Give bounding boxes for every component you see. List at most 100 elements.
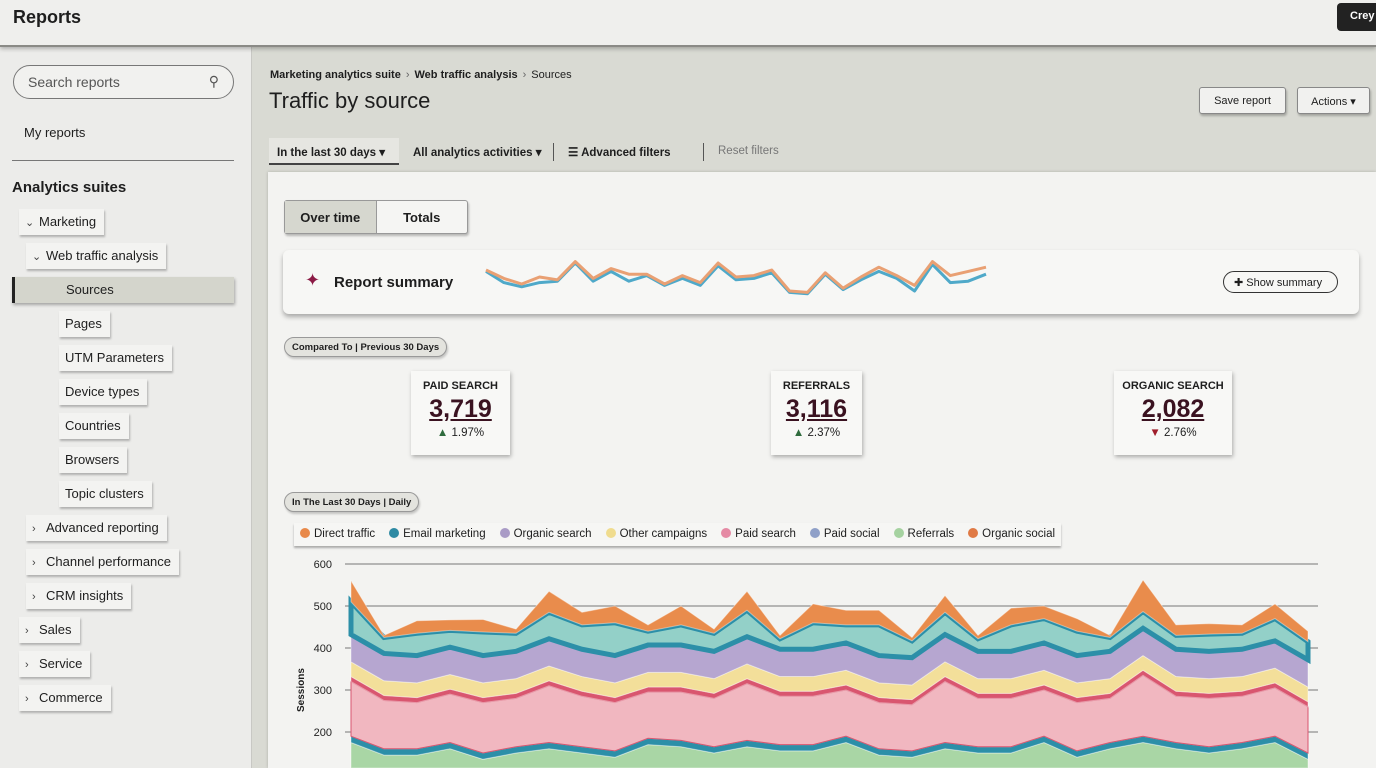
- report-summary-title: Report summary: [334, 274, 454, 291]
- user-menu-button[interactable]: Crey: [1337, 3, 1376, 31]
- legend-label: Direct traffic: [314, 528, 376, 540]
- kpi-change-value: 2.37%: [807, 427, 841, 439]
- arrow-up-icon: ▲: [792, 427, 805, 439]
- sidebar-item-sources[interactable]: Sources: [12, 277, 234, 303]
- sidebar-item-label: Channel performance: [46, 554, 172, 569]
- breadcrumb-link[interactable]: Web traffic analysis: [414, 69, 518, 81]
- legend-item[interactable]: Other campaigns: [605, 528, 708, 546]
- legend-item[interactable]: Organic search: [499, 528, 592, 546]
- sidebar-item-label: Commerce: [39, 690, 103, 705]
- my-reports-link[interactable]: My reports: [24, 125, 86, 140]
- sidebar-item-label: UTM Parameters: [65, 350, 164, 365]
- chevron-down-icon[interactable]: ⌄: [25, 217, 35, 229]
- view-toggle: Over time Totals: [284, 200, 468, 234]
- section-title: Analytics suites: [12, 179, 127, 196]
- sidebar-item-label: Web traffic analysis: [46, 248, 159, 263]
- kpi-label: REFERRALS: [782, 380, 851, 392]
- advanced-filters-button[interactable]: ☰ Advanced filters: [560, 138, 679, 165]
- sidebar-item-sales[interactable]: › Sales: [19, 617, 80, 643]
- legend-label: Paid social: [823, 528, 880, 540]
- sidebar-item-countries[interactable]: Countries: [59, 413, 129, 439]
- date-filter-dropdown[interactable]: In the last 30 days ▾: [269, 138, 399, 165]
- kpi-label: ORGANIC SEARCH: [1122, 380, 1224, 392]
- tab-over-time[interactable]: Over time: [285, 201, 377, 233]
- kpi-value[interactable]: 3,719: [429, 395, 492, 423]
- date-filter-label: In the last 30 days: [277, 147, 377, 159]
- legend-dot: [300, 528, 310, 538]
- sidebar-item-advanced-reporting[interactable]: › Advanced reporting: [26, 515, 167, 541]
- plus-icon: ✚: [1234, 277, 1244, 289]
- legend-label: Paid search: [735, 528, 796, 540]
- legend-item[interactable]: Referrals: [893, 528, 955, 546]
- legend-label: Other campaigns: [619, 528, 708, 540]
- chevron-right-icon[interactable]: ›: [32, 557, 36, 569]
- sidebar-item-label: Topic clusters: [65, 486, 144, 501]
- legend-item[interactable]: Email marketing: [389, 528, 486, 546]
- chevron-right-icon[interactable]: ›: [32, 591, 36, 603]
- sidebar-item-label: Sources: [66, 282, 114, 297]
- sidebar-item-label: Pages: [65, 316, 102, 331]
- sidebar-item-pages[interactable]: Pages: [59, 311, 110, 337]
- legend-dot: [893, 528, 904, 538]
- show-summary-button[interactable]: ✚ Show summary: [1223, 271, 1338, 293]
- sidebar-item-label: Sales: [39, 622, 72, 637]
- kpi-value[interactable]: 2,082: [1141, 395, 1205, 423]
- sidebar-item-channel-performance[interactable]: › Channel performance: [26, 549, 180, 575]
- sparkline-current: [485, 260, 987, 294]
- show-summary-label: Show summary: [1246, 277, 1323, 289]
- sidebar-item-browsers[interactable]: Browsers: [59, 447, 128, 473]
- sidebar-item-crm-insights[interactable]: › CRM insights: [26, 583, 132, 609]
- legend-dot: [389, 528, 400, 538]
- kpi-value[interactable]: 3,116: [785, 395, 848, 423]
- chevron-right-icon[interactable]: ›: [25, 625, 29, 637]
- save-report-button[interactable]: Save report: [1199, 87, 1286, 114]
- sidebar-item-label: Advanced reporting: [46, 520, 159, 535]
- sidebar-item-commerce[interactable]: › Commerce: [19, 685, 111, 711]
- sidebar-item-label: Marketing: [39, 214, 97, 229]
- actions-button[interactable]: Actions ▾: [1297, 87, 1370, 114]
- legend-item[interactable]: Paid social: [809, 528, 880, 546]
- kpi-change-value: 2.76%: [1163, 427, 1197, 439]
- search-placeholder: Search reports: [28, 74, 120, 90]
- chevron-right-icon[interactable]: ›: [32, 523, 36, 535]
- sidebar-item-web-traffic-analysis[interactable]: ⌄ Web traffic analysis: [26, 243, 167, 269]
- legend-dot: [721, 528, 732, 538]
- legend-item[interactable]: Direct traffic: [300, 528, 375, 546]
- chevron-right-icon[interactable]: ›: [25, 693, 29, 705]
- chevron-right-icon[interactable]: ›: [25, 659, 29, 671]
- search-input[interactable]: Search reports ⚲: [13, 65, 234, 99]
- summary-sparkline: [485, 260, 987, 296]
- sidebar-item-topic-clusters[interactable]: Topic clusters: [59, 481, 152, 507]
- sidebar-item-label: Device types: [65, 384, 140, 399]
- sidebar-item-marketing[interactable]: ⌄ Marketing: [19, 209, 105, 235]
- caret-down-icon: ▾: [1350, 96, 1356, 108]
- sidebar-item-utm-parameters[interactable]: UTM Parameters: [59, 345, 172, 371]
- search-icon[interactable]: ⚲: [208, 73, 219, 89]
- area-direct-traffic[interactable]: [350, 579, 1309, 643]
- legend-dot: [605, 528, 616, 538]
- kpi-change-value: 1.97%: [451, 427, 485, 439]
- divider: [703, 143, 704, 161]
- legend-item[interactable]: Organic social: [968, 528, 1055, 546]
- sidebar-item-device-types[interactable]: Device types: [59, 379, 148, 405]
- legend-item[interactable]: Paid search: [721, 528, 796, 546]
- app-title: Reports: [13, 7, 82, 27]
- y-tick-label: 400: [314, 643, 332, 655]
- arrow-up-icon: ▲: [436, 427, 449, 439]
- sidebar-item-label: Service: [39, 656, 83, 671]
- report-summary-card: ✦ Report summary ✚ Show summary: [283, 250, 1359, 314]
- sidebar-item-service[interactable]: › Service: [19, 651, 91, 677]
- tab-totals[interactable]: Totals: [403, 210, 441, 225]
- chevron-down-icon[interactable]: ⌄: [32, 251, 42, 263]
- sliders-icon: ☰: [568, 147, 579, 159]
- divider: [12, 160, 234, 161]
- sidebar-item-label: CRM insights: [46, 588, 124, 603]
- caret-down-icon: ▾: [535, 147, 542, 159]
- legend-label: Referrals: [907, 528, 955, 540]
- activities-filter-dropdown[interactable]: All analytics activities ▾: [405, 138, 550, 165]
- kpi-label: PAID SEARCH: [423, 380, 498, 392]
- app-header: Reports Crey: [0, 0, 1376, 47]
- breadcrumb-link[interactable]: Marketing analytics suite: [270, 69, 401, 81]
- stacked-area-chart: 200 300 400 500 600: [290, 555, 1350, 768]
- reset-filters-button[interactable]: Reset filters: [718, 145, 779, 157]
